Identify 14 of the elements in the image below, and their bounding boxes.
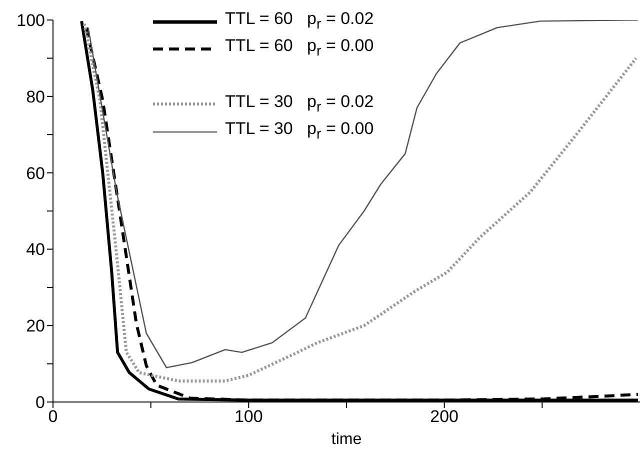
legend-label: TTL = 30 p$_{r}$ = 0.00 <box>225 118 374 145</box>
x-tick-label: 100 <box>234 407 263 426</box>
y-tick-label: 0 <box>36 393 45 412</box>
y-tick-label: 20 <box>26 316 45 336</box>
y-tick-label: 80 <box>26 87 45 106</box>
y-tick-label: 60 <box>26 164 45 183</box>
x-tick-label: 200 <box>430 407 459 426</box>
legend-label: TTL = 60 p$_{r}$ = 0.00 <box>225 35 374 62</box>
legend-label: TTL = 30 p$_{r}$ = 0.02 <box>225 90 374 118</box>
x-tick-label: 0 <box>48 407 58 426</box>
legend-label: TTL = 60 p$_{r}$ = 0.02 <box>225 8 374 34</box>
y-tick-label: 40 <box>26 240 45 260</box>
y-tick-label: 100 <box>16 11 45 30</box>
x-axis-title: time <box>331 431 362 448</box>
